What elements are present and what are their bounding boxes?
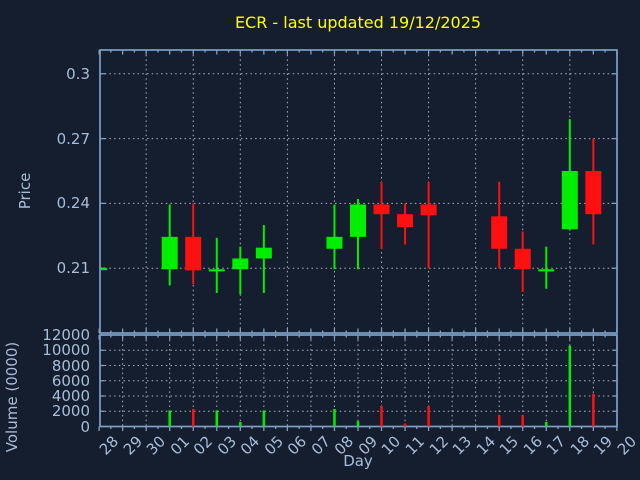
candle-day-01 (161, 204, 178, 286)
volume-bar-day-04 (239, 421, 242, 427)
volume-bar-day-12 (427, 405, 430, 427)
candle-day-05 (255, 224, 272, 294)
volume-tick-label: 0 (80, 417, 90, 436)
price-tick-label: 0.21 (56, 259, 90, 278)
volume-bar-day-11 (403, 423, 407, 427)
volume-bar-day-08 (333, 408, 336, 427)
volume-bar-day-02 (191, 408, 195, 427)
volume-bar-day-05 (262, 410, 266, 427)
volume-bar-day-10 (380, 405, 383, 427)
volume-bar-day-19 (592, 393, 595, 427)
volume-tick-label: 8000 (51, 356, 90, 375)
volume-bar-day-16 (521, 415, 524, 427)
candle-day-16 (514, 231, 531, 292)
volume-tick-label: 10000 (42, 341, 90, 360)
chart-title: ECR - last updated 19/12/2025 (234, 13, 482, 32)
price-tick-label: 0.27 (56, 129, 90, 148)
volume-axis-label: Volume (0000) (3, 341, 21, 453)
candle-day-08 (326, 204, 343, 270)
candle-day-28 (100, 268, 108, 271)
candle-day-18 (561, 119, 578, 231)
candle-day-03 (208, 237, 225, 294)
volume-bar-day-17 (545, 421, 548, 427)
price-tick-label: 0.3 (66, 64, 90, 83)
volume-bar-day-18 (568, 345, 572, 427)
volume-bar-day-03 (215, 410, 219, 427)
candle-day-17 (538, 246, 555, 289)
volume-bar-day-09 (356, 421, 360, 427)
price-panel-border (99, 49, 618, 334)
candles-layer (100, 119, 602, 295)
volume-bar-day-01 (168, 410, 171, 427)
candle-day-10 (373, 181, 390, 249)
candle-day-12 (420, 181, 437, 269)
candle-day-04 (232, 246, 249, 295)
volume-tick-label: 4000 (51, 387, 90, 405)
candle-day-11 (397, 203, 414, 245)
price-tick-label: 0.24 (56, 194, 90, 213)
volume-bar-day-15 (497, 415, 501, 427)
candle-day-09 (349, 199, 366, 270)
volume-tick-label: 6000 (51, 371, 90, 390)
volume-tick-label: 12000 (42, 326, 90, 344)
candle-day-15 (491, 181, 508, 269)
volume-tick-label: 2000 (51, 402, 90, 421)
price-axis-label: Price (16, 172, 34, 210)
candle-day-02 (185, 203, 202, 285)
candle-day-19 (585, 138, 602, 245)
x-axis-label: Day (343, 452, 373, 470)
